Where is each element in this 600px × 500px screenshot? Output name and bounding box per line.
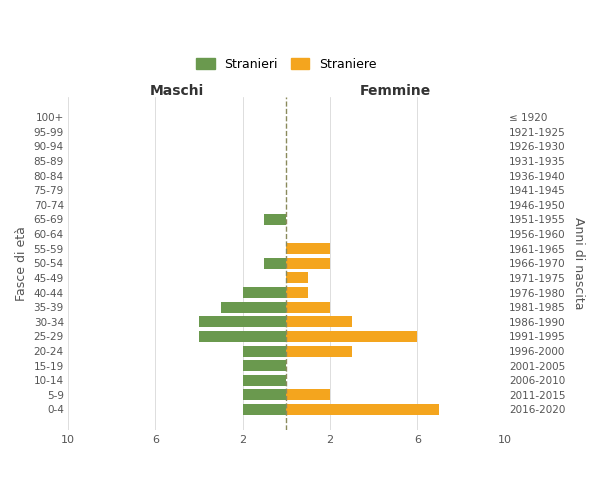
Bar	[286, 316, 352, 328]
Bar	[286, 346, 352, 356]
Bar	[265, 214, 286, 225]
Y-axis label: Anni di nascita: Anni di nascita	[572, 217, 585, 310]
Bar	[199, 331, 286, 342]
Bar	[221, 302, 286, 312]
Bar	[286, 302, 330, 312]
Bar	[286, 258, 330, 269]
Bar	[286, 331, 418, 342]
Bar	[286, 272, 308, 283]
Bar	[242, 287, 286, 298]
Bar	[242, 346, 286, 356]
Y-axis label: Fasce di età: Fasce di età	[15, 226, 28, 301]
Bar	[286, 404, 439, 415]
Bar	[242, 390, 286, 400]
Text: Maschi: Maschi	[150, 84, 204, 98]
Bar	[242, 375, 286, 386]
Bar	[242, 360, 286, 371]
Bar	[286, 243, 330, 254]
Text: Femmine: Femmine	[360, 84, 431, 98]
Bar	[286, 390, 330, 400]
Bar	[242, 404, 286, 415]
Legend: Stranieri, Straniere: Stranieri, Straniere	[191, 52, 382, 76]
Bar	[265, 258, 286, 269]
Bar	[286, 287, 308, 298]
Bar	[199, 316, 286, 328]
